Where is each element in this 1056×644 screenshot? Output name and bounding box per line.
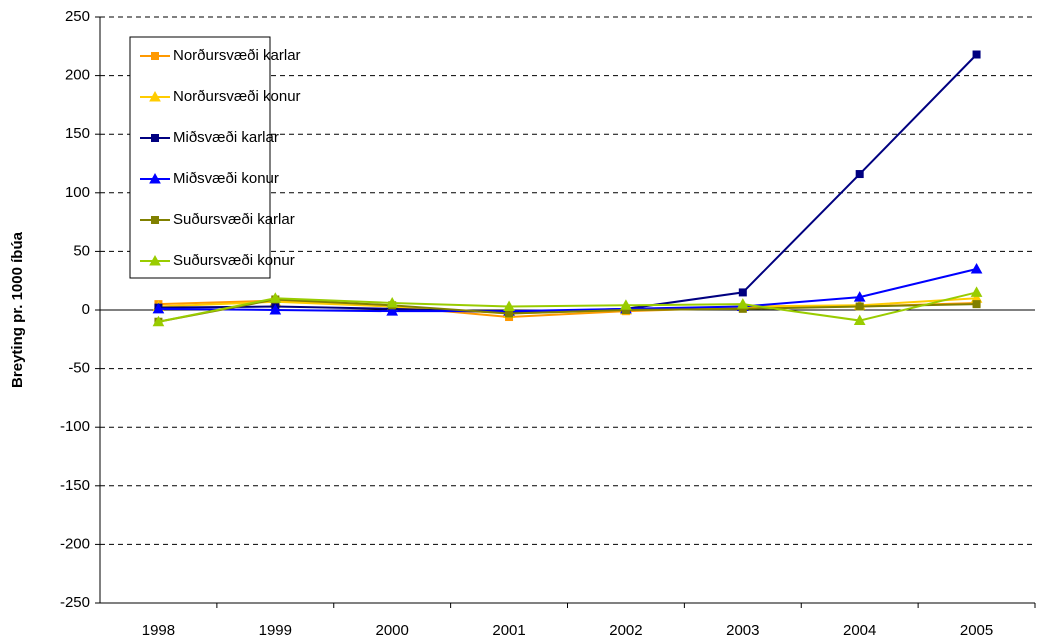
marker — [853, 314, 866, 326]
x-tick-label: 2000 — [376, 622, 409, 639]
marker — [972, 300, 981, 309]
x-tick-label: 2004 — [843, 622, 876, 639]
marker — [152, 302, 165, 314]
marker — [855, 302, 864, 311]
marker — [149, 254, 161, 266]
y-tick-label: 100 — [65, 184, 90, 201]
marker — [853, 291, 866, 302]
legend-label: Norðursvæði konur — [173, 88, 301, 105]
y-tick-label: -200 — [60, 535, 90, 552]
marker — [855, 170, 864, 179]
marker — [151, 134, 159, 142]
y-tick-label: 0 — [82, 301, 90, 318]
marker — [386, 305, 399, 316]
y-tick-label: -150 — [60, 477, 90, 494]
x-tick-label: 1999 — [259, 622, 292, 639]
legend-box — [129, 36, 271, 279]
marker — [269, 292, 282, 303]
legend-label: Suðursvæði konur — [173, 252, 295, 269]
marker — [152, 315, 165, 327]
marker — [738, 288, 747, 297]
series-line — [158, 291, 977, 323]
series-line — [158, 299, 977, 319]
x-tick-label: 1998 — [142, 622, 175, 639]
legend-label: Miðsvæði karlar — [173, 129, 279, 146]
series-line — [158, 268, 977, 313]
x-tick-label: 2003 — [726, 622, 759, 639]
legend-label: Miðsvæði konur — [173, 170, 279, 187]
marker — [269, 303, 282, 315]
x-tick-label: 2001 — [492, 622, 525, 639]
y-tick-label: -50 — [68, 360, 90, 377]
y-tick-label: 200 — [65, 67, 90, 84]
marker — [386, 296, 399, 308]
y-tick-label: -100 — [60, 418, 90, 435]
marker — [620, 299, 632, 310]
y-tick-label: -250 — [60, 594, 90, 611]
y-axis-label: Breyting pr. 1000 íbúa — [9, 231, 26, 388]
marker — [970, 262, 983, 274]
y-tick-label: 150 — [65, 125, 90, 142]
marker — [505, 309, 514, 318]
y-tick-label: 250 — [65, 8, 90, 25]
y-tick-label: 50 — [73, 242, 90, 259]
x-tick-label: 2002 — [609, 622, 642, 639]
marker — [972, 50, 981, 59]
marker — [151, 216, 159, 224]
marker — [151, 52, 159, 60]
marker — [736, 298, 749, 309]
marker — [149, 172, 161, 184]
marker — [970, 286, 983, 297]
legend-label: Suðursvæði karlar — [173, 211, 295, 228]
series-line — [158, 298, 977, 323]
x-tick-label: 2005 — [960, 622, 993, 639]
marker — [503, 300, 515, 311]
marker — [149, 90, 161, 102]
legend-label: Norðursvæði karlar — [173, 47, 301, 64]
